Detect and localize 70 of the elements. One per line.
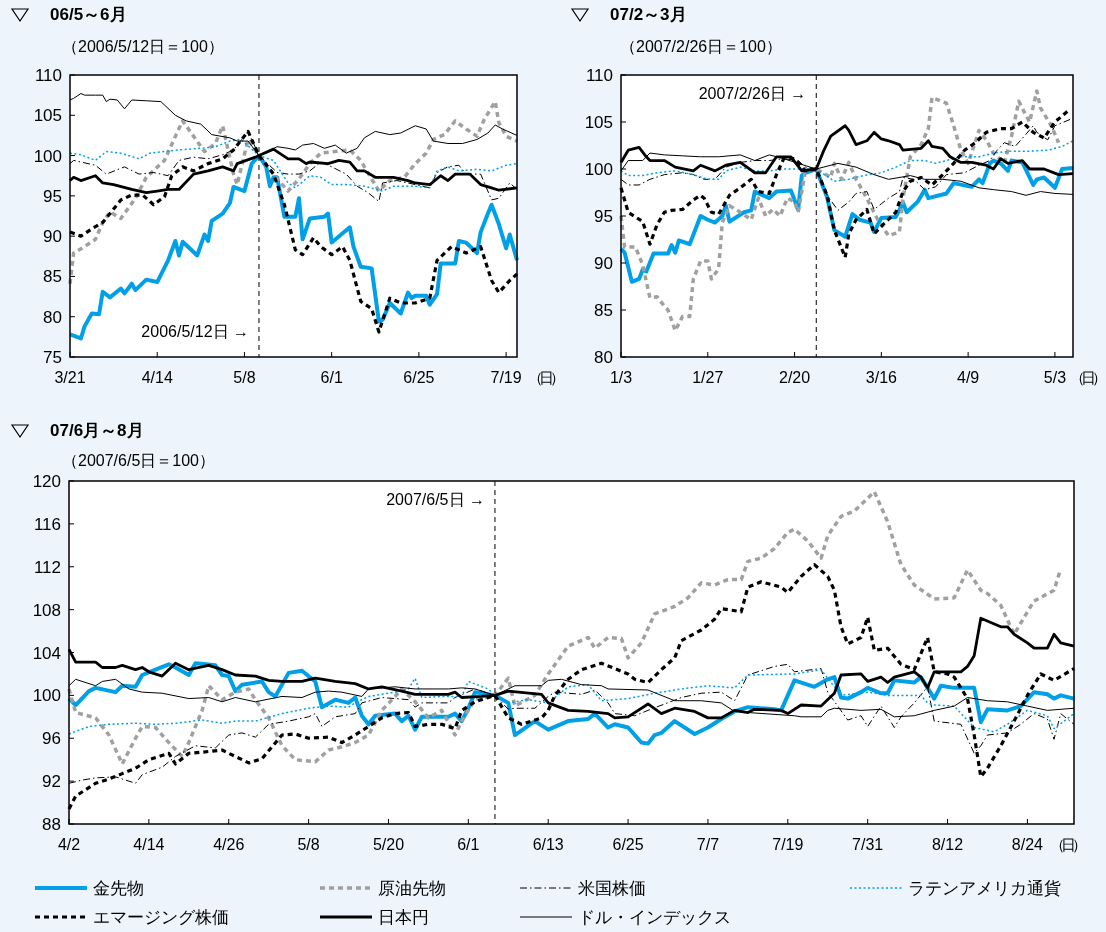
x-axis-title: （日）	[528, 369, 562, 386]
y-tick-label: 75	[43, 348, 62, 367]
legend-label: 米国株価	[578, 879, 646, 898]
x-tick-label: 1/27	[692, 369, 724, 386]
x-tick-label: 6/25	[403, 369, 435, 386]
y-tick-label: 100	[584, 160, 613, 179]
x-tick-label: 4/2	[57, 836, 81, 853]
chart-subtitle: （2006/5/12日＝100）	[62, 38, 224, 55]
x-tick-label: 5/20	[372, 836, 405, 853]
chart-title: 07/6月～8月	[50, 421, 144, 440]
y-tick-label: 105	[584, 113, 613, 132]
chart-title: 06/5～6月	[50, 5, 127, 24]
x-tick-label: 7/19	[490, 369, 522, 386]
x-tick-label: 5/8	[297, 836, 320, 853]
x-tick-label: 5/8	[233, 369, 256, 386]
ref-line-label: 2007/2/26日 →	[698, 85, 807, 102]
y-tick-label: 112	[33, 557, 61, 577]
y-tick-label: 90	[594, 254, 613, 273]
chart-title: 07/2～3月	[610, 5, 687, 24]
x-tick-label: 4/9	[957, 369, 980, 386]
y-tick-label: 110	[34, 66, 62, 85]
y-tick-label: 108	[32, 600, 61, 620]
y-tick-label: 105	[33, 106, 62, 126]
x-axis-title: （日）	[1070, 369, 1103, 386]
legend-label: 金先物	[93, 879, 144, 898]
y-tick-label: 96	[42, 729, 61, 749]
y-tick-label: 92	[42, 772, 61, 792]
y-tick-label: 85	[594, 301, 613, 320]
x-tick-label: 8/12	[931, 836, 964, 853]
x-tick-label: 3/16	[865, 369, 898, 386]
y-tick-label: 100	[33, 146, 62, 166]
x-tick-label: 6/1	[320, 369, 343, 386]
x-tick-label: 6/25	[612, 836, 644, 853]
y-tick-label: 95	[43, 186, 62, 206]
y-tick-label: 85	[43, 267, 62, 287]
x-tick-label: 7/31	[852, 836, 884, 853]
ref-line-label: 2006/5/12日 →	[141, 323, 249, 340]
y-tick-label: 95	[594, 207, 613, 226]
line-series	[67, 489, 1063, 766]
legend-label: ドル・インデックス	[578, 908, 731, 927]
y-tick-label: 120	[32, 472, 61, 491]
ref-line-label: 2007/6/5日 →	[386, 491, 485, 508]
x-axis-title: （日）	[1049, 836, 1083, 853]
x-tick-label: 7/19	[772, 836, 804, 853]
y-tick-label: 80	[594, 348, 613, 367]
y-tick-label: 116	[33, 514, 61, 534]
x-tick-label: 4/14	[141, 369, 173, 386]
x-tick-label: 6/1	[457, 836, 480, 853]
x-tick-label: 4/26	[213, 836, 245, 853]
x-tick-label: 7/7	[696, 836, 720, 853]
y-tick-label: 88	[42, 815, 61, 834]
line-series	[69, 138, 518, 192]
x-tick-label: 8/24	[1011, 836, 1044, 853]
legend-label: エマージング株価	[93, 908, 229, 927]
y-tick-label: 90	[43, 227, 62, 247]
legend-label: 日本円	[378, 908, 429, 927]
x-tick-label: 6/13	[532, 836, 564, 853]
x-tick-label: 5/3	[1043, 369, 1067, 386]
chart-subtitle: （2007/2/26日＝100）	[620, 38, 782, 55]
x-tick-label: 2/20	[779, 369, 811, 386]
y-tick-label: 110	[585, 66, 613, 85]
x-tick-label: 1/3	[609, 369, 633, 386]
y-tick-label: 104	[32, 643, 61, 663]
legend-label: ラテンアメリカ通貨	[908, 879, 1061, 898]
x-tick-label: 3/21	[54, 369, 86, 386]
y-tick-label: 80	[43, 307, 62, 327]
legend-label: 原油先物	[378, 879, 446, 898]
x-tick-label: 4/14	[133, 836, 165, 853]
y-tick-label: 100	[32, 686, 61, 706]
chart-subtitle: （2007/6/5日＝100）	[62, 452, 215, 469]
